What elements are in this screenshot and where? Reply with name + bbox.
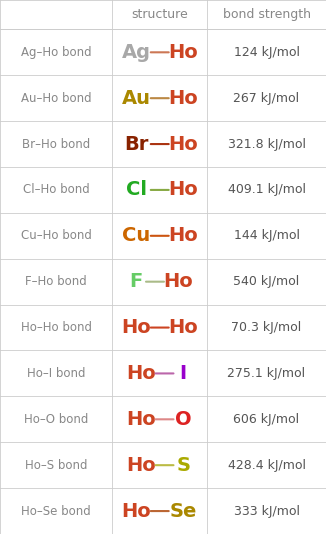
Text: 321.8 kJ/mol: 321.8 kJ/mol (228, 138, 305, 151)
Text: 70.3 kJ/mol: 70.3 kJ/mol (231, 321, 302, 334)
Text: bond strength: bond strength (223, 8, 310, 21)
Text: Ho–Se bond: Ho–Se bond (22, 505, 91, 517)
Text: Ho: Ho (168, 135, 198, 154)
Text: Cl–Ho bond: Cl–Ho bond (23, 184, 90, 197)
Text: Br: Br (124, 135, 148, 154)
Text: Ho–S bond: Ho–S bond (25, 459, 87, 472)
Text: Br–Ho bond: Br–Ho bond (22, 138, 90, 151)
Text: Ag: Ag (122, 43, 151, 62)
Text: Ho: Ho (168, 226, 198, 245)
Text: 606 kJ/mol: 606 kJ/mol (233, 413, 300, 426)
Text: 428.4 kJ/mol: 428.4 kJ/mol (228, 459, 305, 472)
Text: Ho: Ho (168, 180, 198, 199)
Text: I: I (180, 364, 187, 383)
Text: Ho: Ho (126, 364, 156, 383)
Text: Cu: Cu (122, 226, 150, 245)
Text: Se: Se (170, 501, 197, 521)
Text: Cl: Cl (126, 180, 147, 199)
Text: Ho: Ho (164, 272, 193, 291)
Text: Ho: Ho (168, 43, 198, 62)
Text: 124 kJ/mol: 124 kJ/mol (233, 46, 300, 59)
Text: 540 kJ/mol: 540 kJ/mol (233, 275, 300, 288)
Text: Ho: Ho (168, 89, 198, 108)
Text: Ho: Ho (126, 410, 156, 429)
Text: O: O (175, 410, 192, 429)
Text: 409.1 kJ/mol: 409.1 kJ/mol (228, 184, 305, 197)
Text: 333 kJ/mol: 333 kJ/mol (233, 505, 300, 517)
Text: 275.1 kJ/mol: 275.1 kJ/mol (228, 367, 305, 380)
Text: Ho: Ho (121, 501, 151, 521)
Text: 267 kJ/mol: 267 kJ/mol (233, 92, 300, 105)
Text: Ho: Ho (121, 318, 151, 337)
Text: Ho–I bond: Ho–I bond (27, 367, 85, 380)
Text: Ag–Ho bond: Ag–Ho bond (21, 46, 92, 59)
Text: Au: Au (122, 89, 151, 108)
Text: structure: structure (131, 8, 188, 21)
Text: F: F (130, 272, 143, 291)
Text: Ho: Ho (168, 318, 198, 337)
Text: Cu–Ho bond: Cu–Ho bond (21, 229, 92, 242)
Text: S: S (176, 456, 190, 475)
Text: 144 kJ/mol: 144 kJ/mol (233, 229, 300, 242)
Text: Ho–Ho bond: Ho–Ho bond (21, 321, 92, 334)
Text: Ho: Ho (126, 456, 156, 475)
Text: F–Ho bond: F–Ho bond (25, 275, 87, 288)
Text: Ho–O bond: Ho–O bond (24, 413, 88, 426)
Text: Au–Ho bond: Au–Ho bond (21, 92, 92, 105)
